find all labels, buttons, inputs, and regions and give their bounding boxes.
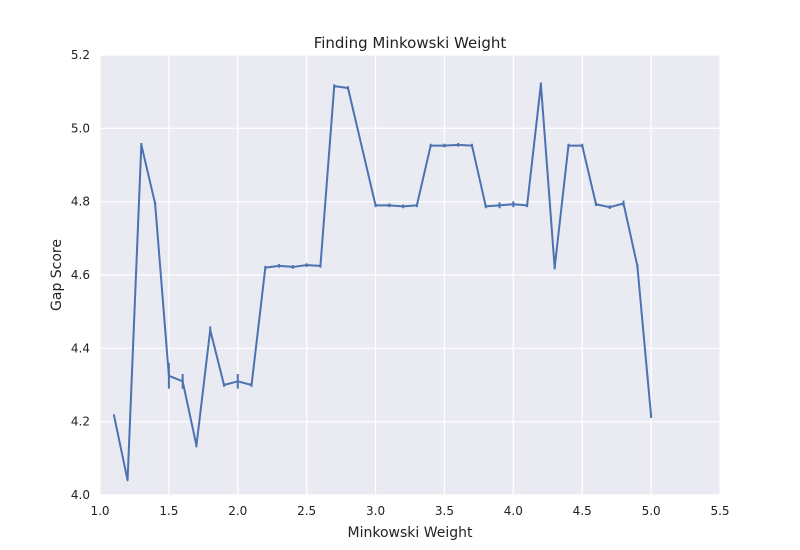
series-layer — [112, 82, 653, 482]
x-tick-labels: 1.0 1.5 2.0 2.5 3.0 3.5 4.0 4.5 5.0 5.5 — [90, 504, 729, 518]
y-axis-label: Gap Score — [49, 239, 65, 311]
x-tick-label: 2.5 — [297, 504, 316, 518]
x-tick-label: 5.5 — [710, 504, 729, 518]
x-axis-label: Minkowski Weight — [348, 525, 473, 541]
x-tick-label: 4.0 — [504, 504, 523, 518]
y-tick-labels: 4.0 4.2 4.4 4.6 4.8 5.0 5.2 — [71, 48, 90, 502]
y-tick-label: 4.6 — [71, 268, 90, 282]
x-tick-label: 1.0 — [90, 504, 109, 518]
x-tick-label: 3.5 — [435, 504, 454, 518]
x-tick-label: 3.0 — [366, 504, 385, 518]
x-tick-label: 1.5 — [159, 504, 178, 518]
y-tick-label: 5.2 — [71, 48, 90, 62]
y-tick-label: 4.8 — [71, 195, 90, 209]
x-tick-label: 5.0 — [642, 504, 661, 518]
gridlines — [99, 54, 721, 496]
y-tick-label: 5.0 — [71, 121, 90, 135]
y-tick-label: 4.4 — [71, 341, 90, 355]
chart-title: Finding Minkowski Weight — [314, 34, 507, 52]
y-tick-label: 4.2 — [71, 415, 90, 429]
y-tick-label: 4.0 — [71, 488, 90, 502]
x-tick-label: 4.5 — [573, 504, 592, 518]
x-tick-label: 2.0 — [228, 504, 247, 518]
